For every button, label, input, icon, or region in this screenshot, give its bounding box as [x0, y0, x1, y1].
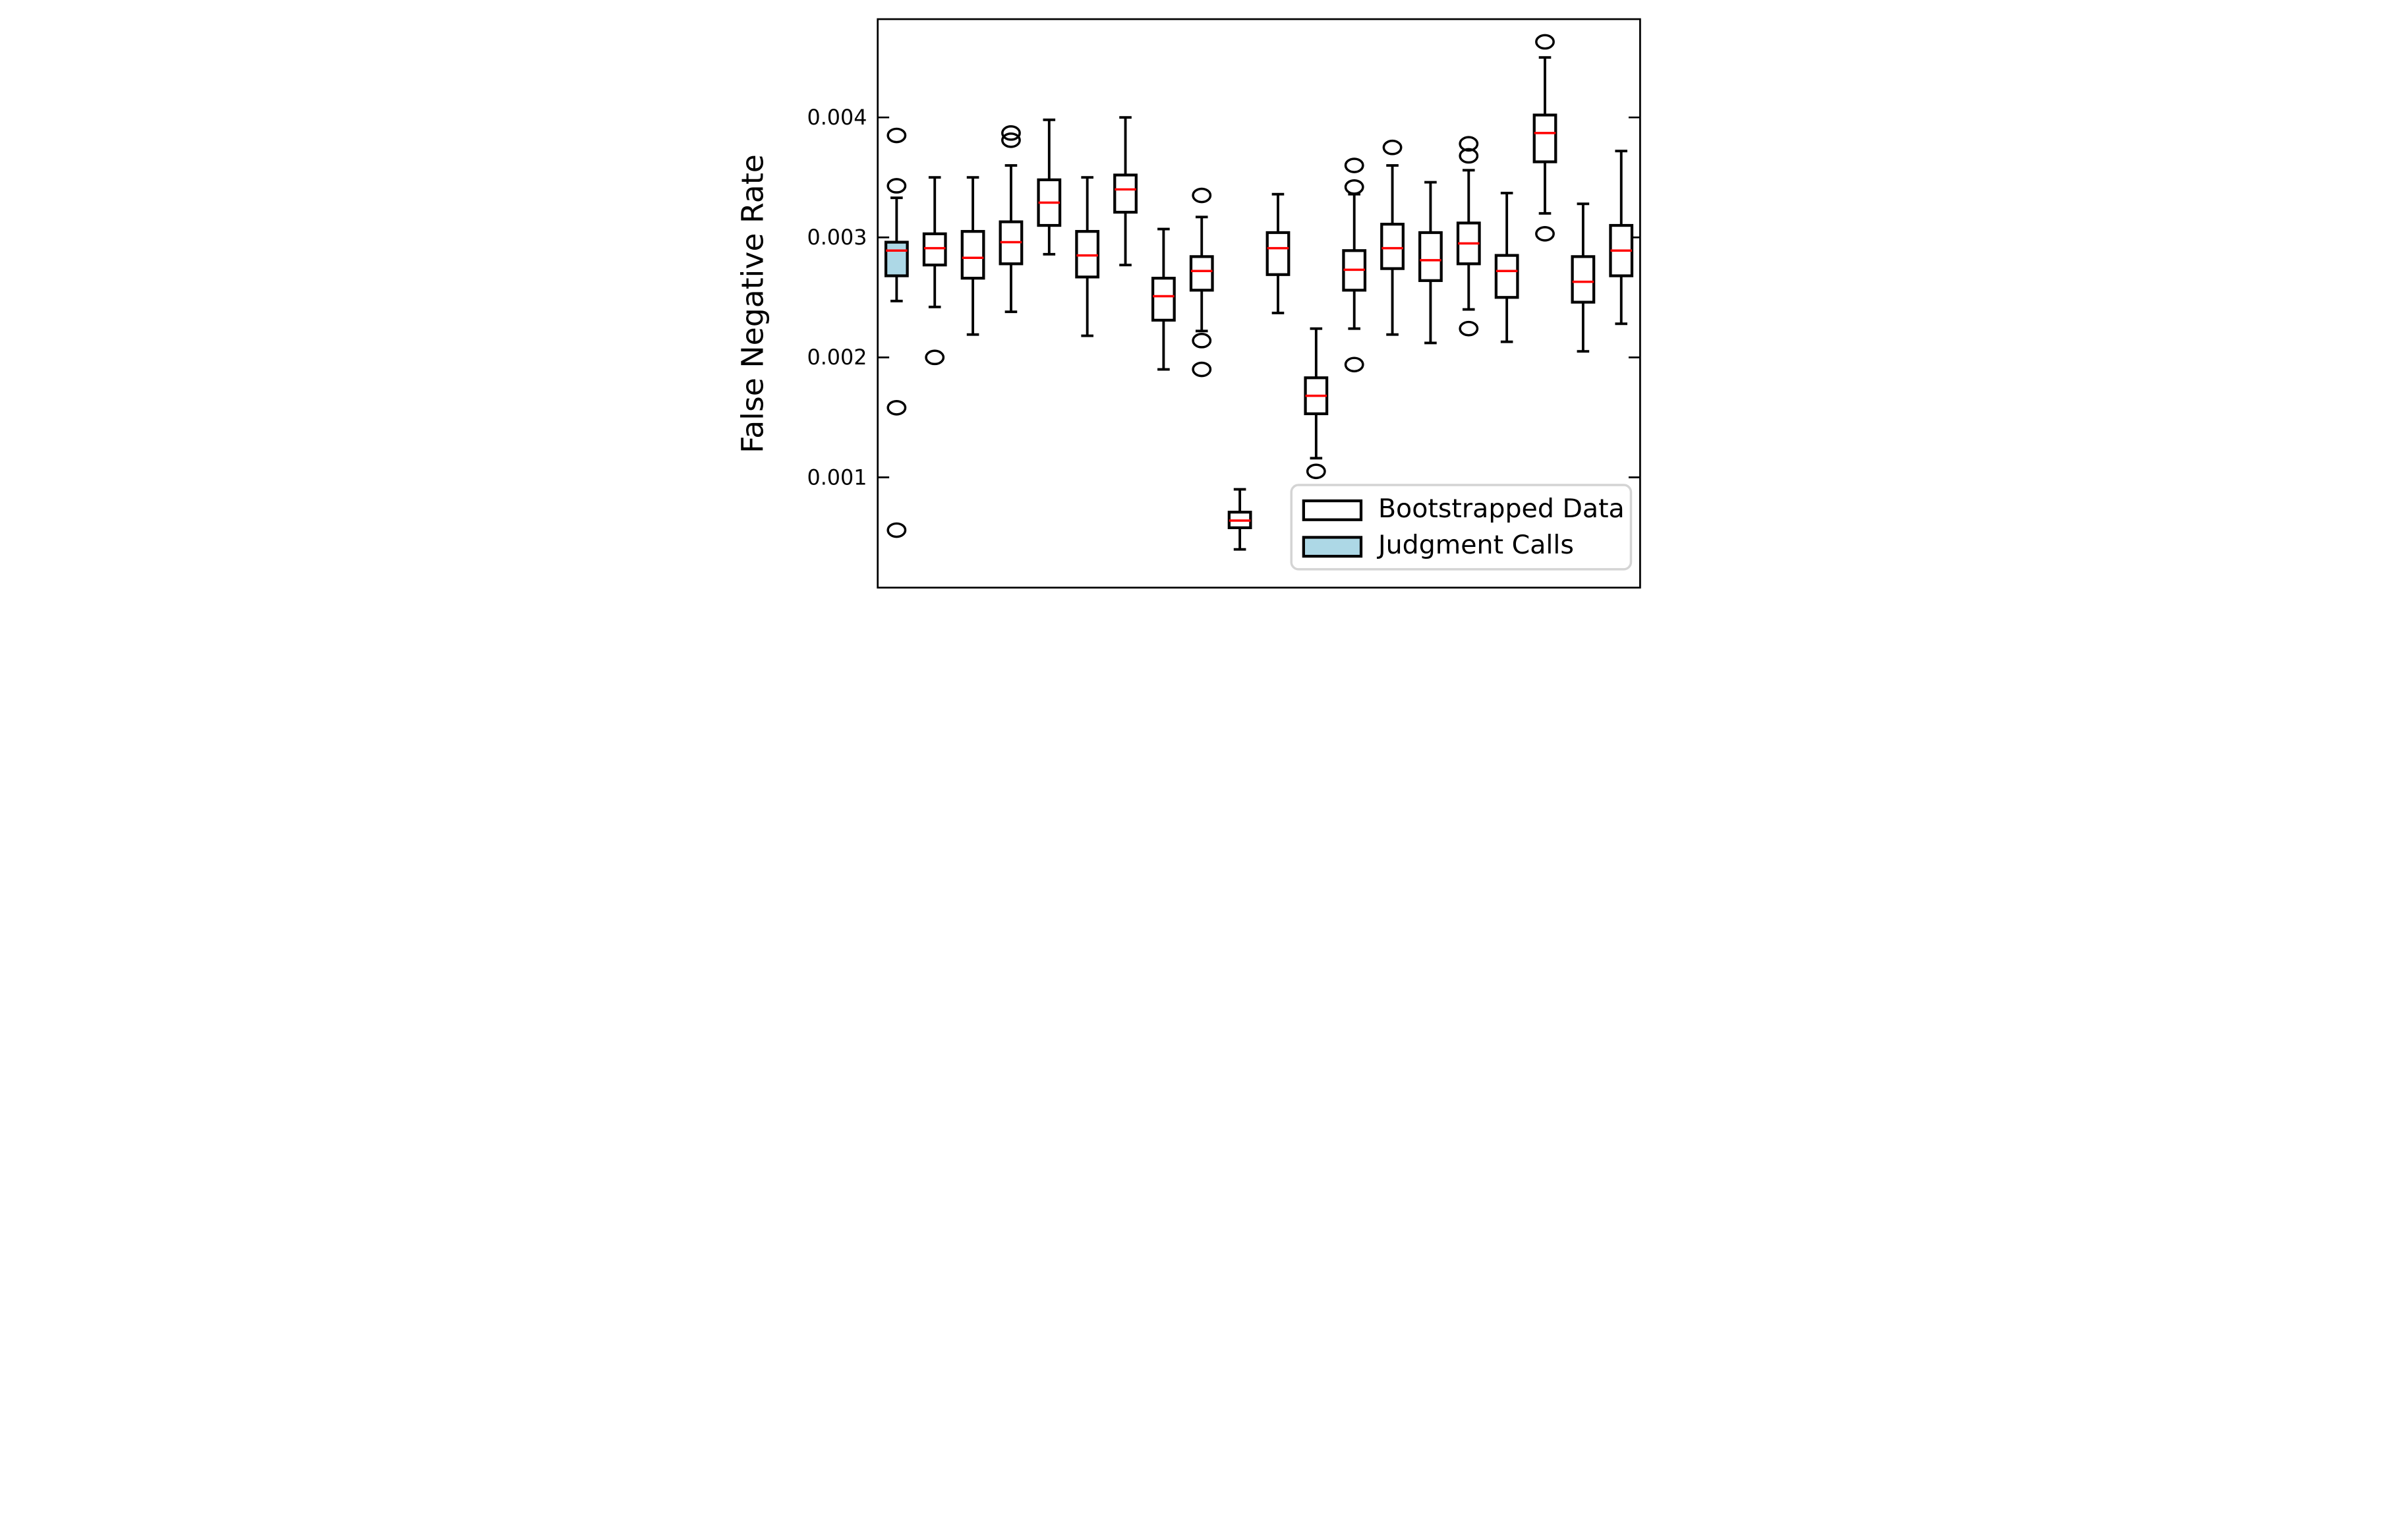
- boxplot-bootstrapped: [1571, 202, 1596, 353]
- outlier-marker: [1535, 34, 1555, 50]
- y-axis-label: False Negative Rate: [735, 154, 770, 453]
- outlier-marker: [886, 178, 907, 194]
- boxplot-bootstrapped: [1304, 327, 1329, 480]
- boxplot-bootstrapped: [960, 176, 985, 336]
- legend-swatch-judgment: [1302, 536, 1363, 558]
- boxplot-judgment-calls: [884, 127, 909, 538]
- plot-border: [877, 18, 1641, 589]
- boxplot-bootstrapped: [1189, 187, 1214, 378]
- boxplot-bootstrapped: [1265, 192, 1291, 314]
- boxplot-bootstrapped: [1151, 227, 1176, 371]
- iqr-box: [1151, 277, 1176, 322]
- y-tick-label: 0.002: [807, 346, 867, 370]
- outlier-marker: [1344, 157, 1364, 173]
- iqr-box: [1380, 223, 1405, 270]
- iqr-box: [1265, 231, 1291, 276]
- outlier-marker: [886, 399, 907, 416]
- outlier-marker: [1459, 136, 1479, 152]
- iqr-box: [1189, 255, 1214, 292]
- boxplot-bootstrapped: [1037, 118, 1062, 256]
- outlier-marker: [1001, 125, 1021, 141]
- boxplot-bootstrapped: [1609, 150, 1634, 326]
- outlier-marker: [1192, 187, 1212, 204]
- outlier-marker: [1306, 463, 1326, 480]
- plot-area: 0.004 0.003 0.002 0.001 Bootstrapped Data Jud…: [807, 18, 1641, 589]
- legend-box: [1290, 484, 1633, 571]
- legend-label: Judgment Calls: [1376, 530, 1574, 560]
- outlier-marker: [925, 349, 945, 366]
- boxplot-chart: False Negative Rate 0.004 0.003 0.002 0.001…: [730, 0, 1652, 597]
- iqr-box: [922, 232, 947, 267]
- iqr-box: [1113, 173, 1138, 214]
- outlier-marker: [1535, 225, 1555, 242]
- iqr-box: [1494, 254, 1519, 299]
- iqr-box: [960, 230, 985, 280]
- boxplot-bootstrapped: [1227, 488, 1252, 551]
- boxplot-bootstrapped: [1418, 181, 1443, 345]
- legend-swatch-bootstrapped: [1302, 499, 1363, 521]
- iqr-box: [1532, 113, 1557, 163]
- outlier-marker: [1001, 132, 1021, 148]
- boxplot-bootstrapped: [1075, 176, 1100, 337]
- iqr-box: [884, 241, 909, 277]
- outlier-marker: [1459, 320, 1479, 337]
- outlier-marker: [1382, 139, 1403, 156]
- iqr-box: [1075, 230, 1100, 279]
- boxplot-bootstrapped: [1113, 116, 1138, 267]
- outlier-marker: [1344, 356, 1364, 373]
- boxplot-bootstrapped: [922, 176, 947, 366]
- boxplot-bootstrapped: [1494, 191, 1519, 343]
- boxplot-bootstrapped: [1342, 157, 1367, 373]
- boxplot-bootstrapped: [1380, 139, 1405, 336]
- boxplot-bootstrapped: [999, 125, 1024, 314]
- iqr-box: [1418, 231, 1443, 282]
- outlier-marker: [1192, 361, 1212, 378]
- outlier-marker: [1459, 148, 1479, 164]
- outlier-marker: [886, 522, 907, 538]
- outlier-marker: [1344, 179, 1364, 195]
- y-tick-label: 0.003: [807, 226, 867, 250]
- legend-label: Bootstrapped Data: [1378, 494, 1625, 524]
- iqr-box: [1571, 255, 1596, 304]
- outlier-marker: [886, 127, 907, 144]
- outlier-marker: [1192, 333, 1212, 349]
- figure-container: False Negative Rate 0.004 0.003 0.002 0.001…: [730, 0, 1652, 597]
- y-tick-label: 0.001: [807, 466, 867, 490]
- boxplot-bootstrapped: [1456, 136, 1481, 337]
- y-tick-label: 0.004: [807, 106, 867, 130]
- boxplot-bootstrapped: [1532, 34, 1557, 242]
